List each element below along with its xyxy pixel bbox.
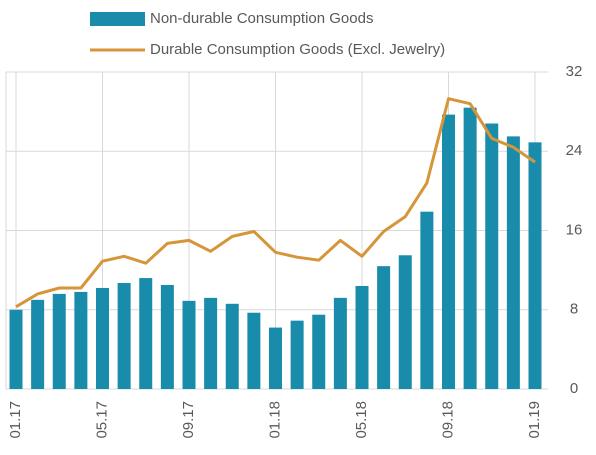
x-tick-label: 05.18 <box>353 401 370 439</box>
line <box>15 97 536 309</box>
bar <box>355 285 369 389</box>
bar <box>9 309 23 389</box>
bar <box>52 293 66 389</box>
bar <box>398 255 412 389</box>
bar <box>312 314 326 389</box>
bar <box>463 107 477 389</box>
bar <box>117 283 131 389</box>
y-tick-label: 24 <box>566 142 583 159</box>
bar <box>377 266 391 389</box>
bar <box>420 211 434 389</box>
x-tick-label: 09.18 <box>439 401 456 439</box>
legend-swatch <box>90 12 145 26</box>
bar <box>225 303 239 389</box>
y-tick-label: 16 <box>566 221 583 238</box>
bar <box>333 297 347 389</box>
y-tick-label: 0 <box>570 380 578 397</box>
bar <box>290 320 304 389</box>
bar <box>204 297 218 389</box>
bar <box>528 142 542 389</box>
y-tick-label: 8 <box>570 301 578 318</box>
x-tick-label: 05.17 <box>93 401 110 439</box>
y-tick-label: 32 <box>566 63 583 80</box>
bar <box>96 287 109 389</box>
x-tick-label: 09.17 <box>180 401 197 439</box>
bar <box>247 312 261 389</box>
bar <box>485 123 499 389</box>
bar <box>160 284 174 389</box>
bar <box>182 300 196 389</box>
bar <box>139 278 153 389</box>
x-tick-label: 01.19 <box>526 401 543 439</box>
bar <box>74 291 88 389</box>
legend-label: Non-durable Consumption Goods <box>150 10 373 27</box>
bar <box>506 136 520 389</box>
x-tick-label: 01.18 <box>266 401 283 439</box>
bar <box>269 327 282 389</box>
bar <box>442 114 455 390</box>
bar <box>31 299 45 389</box>
legend-label: Durable Consumption Goods (Excl. Jewelry… <box>150 41 445 58</box>
x-tick-label: 01.17 <box>7 401 24 439</box>
